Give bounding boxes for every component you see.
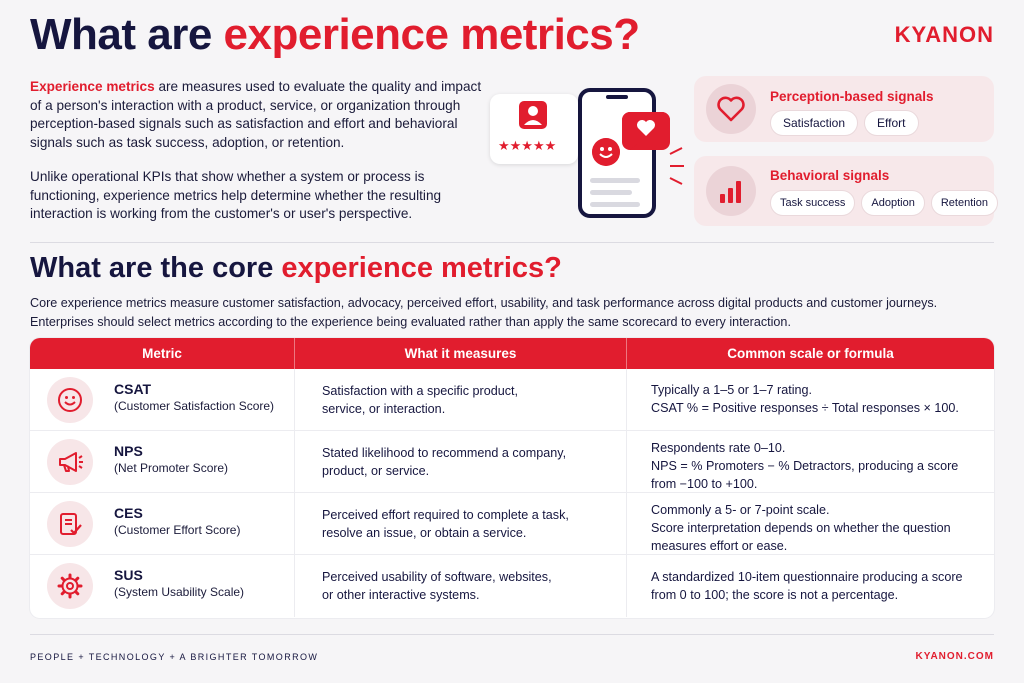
sparkle-lines-icon	[669, 147, 684, 185]
gear-icon	[47, 563, 93, 609]
metric-full-name: (System Usability Scale)	[114, 585, 245, 599]
perception-pills: Satisfaction Effort	[770, 110, 919, 136]
pill-task-success: Task success	[770, 190, 856, 216]
pill-effort: Effort	[864, 110, 919, 136]
header-scale: Common scale or formula	[727, 346, 894, 361]
megaphone-icon	[47, 439, 93, 485]
perception-signals-title: Perception-based signals	[770, 89, 934, 104]
form-check-icon	[47, 501, 93, 547]
pill-satisfaction: Satisfaction	[770, 110, 859, 136]
measures-cell: Perceived usability of software, website…	[295, 555, 627, 617]
page-title-part2: experience metrics?	[223, 10, 641, 59]
header-measures: What it measures	[295, 338, 627, 369]
pill-retention: Retention	[930, 190, 998, 216]
intro-text: Experience metrics are measures used to …	[30, 78, 500, 240]
user-icon	[519, 101, 547, 129]
page-title-part1: What are	[30, 10, 224, 59]
metric-abbr: CSAT	[114, 381, 152, 397]
metric-full-name: (Customer Effort Score)	[114, 523, 241, 537]
table-row: CES (Customer Effort Score) Perceived ef…	[30, 493, 994, 555]
behavioral-pills: Task success Adoption Retention	[770, 190, 998, 216]
behavioral-signals-card: Behavioral signals Task success Adoption…	[694, 156, 998, 226]
smiley-icon	[47, 377, 93, 423]
section-divider	[30, 242, 994, 243]
table-header: Metric What it measures Common scale or …	[30, 338, 994, 369]
section-title: What are the core experience metrics?	[30, 252, 562, 285]
stars-icon: ★★★★★	[498, 138, 557, 153]
footer-tagline: PEOPLE + TECHNOLOGY + A BRIGHTER TOMORRO…	[30, 652, 319, 662]
smile-face-icon	[592, 138, 620, 166]
footer-divider	[30, 634, 994, 635]
metric-abbr: NPS	[114, 443, 143, 459]
metric-full-name: (Customer Satisfaction Score)	[114, 399, 275, 413]
heart-icon	[706, 84, 756, 134]
heart-bubble-icon	[622, 112, 670, 150]
section-description: Core experience metrics measure customer…	[30, 296, 938, 329]
metric-abbr: CES	[114, 505, 143, 521]
measures-cell: Perceived effort required to complete a …	[295, 493, 627, 554]
bar-chart-icon	[706, 166, 756, 216]
section-title-part1: What are the core	[30, 252, 282, 284]
table-row: NPS (Net Promoter Score) Stated likeliho…	[30, 431, 994, 493]
perception-signals-card: Perception-based signals Satisfaction Ef…	[694, 76, 994, 142]
pill-adoption: Adoption	[861, 190, 925, 216]
intro-paragraph-2: Unlike operational KPIs that show whethe…	[30, 169, 442, 221]
scale-cell: Typically a 1–5 or 1–7 rating. CSAT % = …	[651, 383, 959, 415]
intro-highlight: Experience metrics	[30, 79, 155, 94]
behavioral-signals-title: Behavioral signals	[770, 168, 890, 183]
phone-icon	[578, 88, 656, 218]
phone-illustration: ★★★★★	[488, 86, 688, 226]
table-row: CSAT (Customer Satisfaction Score) Satis…	[30, 369, 994, 431]
metrics-table: Metric What it measures Common scale or …	[30, 338, 994, 618]
scale-cell: Respondents rate 0–10. NPS = % Promoters…	[651, 441, 959, 491]
kyanon-logo[interactable]: KYANON	[895, 22, 994, 48]
intro-paragraph-1: Experience metrics are measures used to …	[30, 79, 482, 150]
measures-cell: Satisfaction with a specific product, se…	[295, 369, 627, 430]
section-title-part2: experience metrics?	[281, 252, 562, 284]
metric-abbr: SUS	[114, 567, 143, 583]
header-metric: Metric	[30, 338, 295, 369]
table-row: SUS (System Usability Scale) Perceived u…	[30, 555, 994, 617]
scale-cell: A standardized 10-item questionnaire pro…	[651, 570, 963, 602]
metric-full-name: (Net Promoter Score)	[114, 461, 229, 475]
page-title: What are experience metrics?	[30, 10, 640, 60]
logo-text: KYANON	[894, 22, 994, 47]
footer-site-link[interactable]: KYANON.COM	[915, 651, 994, 662]
scale-cell: Commonly a 5- or 7-point scale. Score in…	[651, 503, 951, 553]
measures-cell: Stated likelihood to recommend a company…	[295, 431, 627, 492]
rating-card-icon: ★★★★★	[490, 94, 578, 164]
